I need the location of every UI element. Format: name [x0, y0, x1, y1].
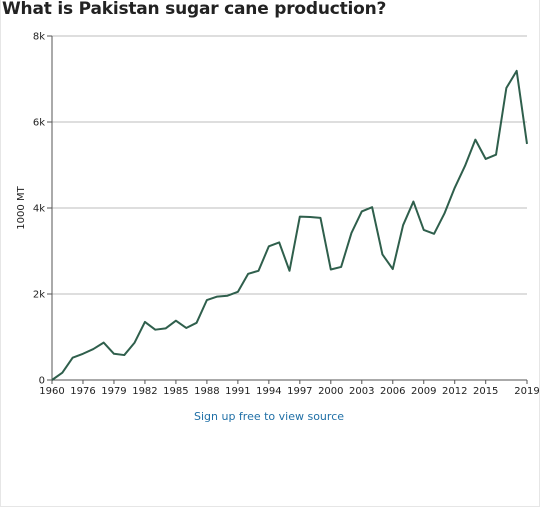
y-tick-label: 4k	[33, 204, 45, 215]
y-axis-title: 1000 MT	[16, 185, 27, 229]
series-line	[51, 69, 528, 381]
page-title: What is Pakistan sugar cane production?	[2, 0, 387, 19]
x-tick-label: 1988	[194, 386, 219, 397]
y-axis-ticks: 0 2k 4k 6k 8k	[33, 32, 52, 387]
y-tick-label: 6k	[33, 118, 45, 129]
x-tick-label: 1982	[132, 386, 157, 397]
x-tick-label: 1997	[287, 386, 312, 397]
x-tick-label: 2000	[318, 386, 343, 397]
x-tick-label: 1991	[225, 386, 250, 397]
x-tick-label: 1960	[39, 386, 64, 397]
y-tick-label: 8k	[33, 32, 45, 43]
x-tick-label: 1979	[101, 386, 126, 397]
y-tick-label: 2k	[33, 290, 45, 301]
gridlines	[52, 35, 527, 295]
x-tick-label: 1994	[256, 386, 281, 397]
y-tick-label: 0	[39, 376, 45, 387]
x-axis-ticks: 1960 1976 1979 1982 1985 1988 1991 1994 1997 2000…	[39, 380, 540, 397]
x-tick-label: 2009	[411, 386, 436, 397]
x-tick-label: 1976	[70, 386, 95, 397]
x-tick-label: 2006	[380, 386, 405, 397]
x-tick-label: 2003	[349, 386, 374, 397]
sign-up-source-link[interactable]: Sign up free to view source	[193, 410, 345, 423]
x-tick-label: 2019	[514, 386, 539, 397]
x-tick-label: 2015	[473, 386, 498, 397]
x-tick-label: 1985	[163, 386, 188, 397]
series-layer	[51, 69, 528, 381]
x-tick-label: 2012	[442, 386, 467, 397]
